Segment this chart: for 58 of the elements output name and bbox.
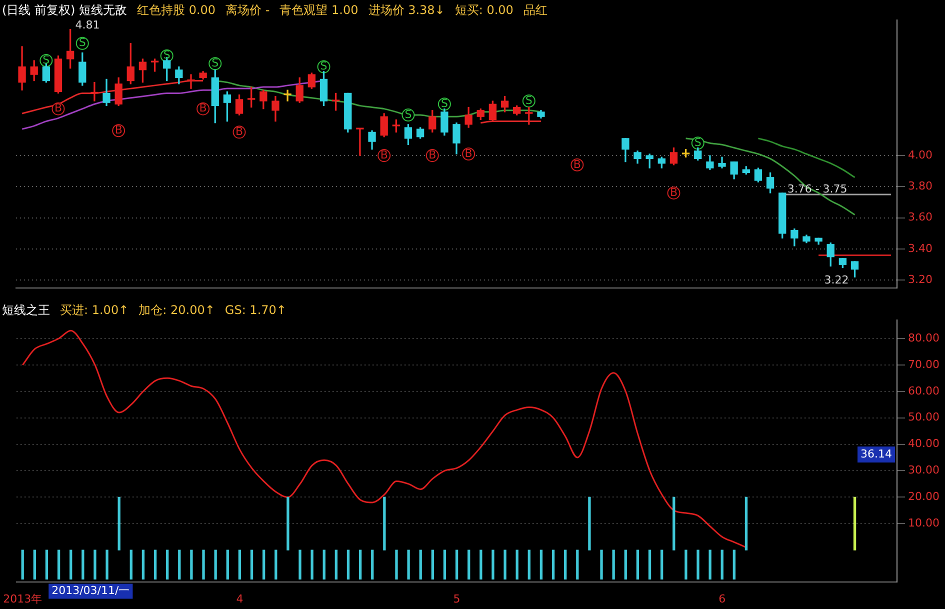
data-label: S [440,97,448,110]
y-tick-label: 30.00 [908,464,940,477]
text: 红色持股 0.00 [137,3,216,17]
y-tick-label: 80.00 [908,331,940,344]
data-label: S [694,136,702,149]
text: 离场价 - [226,3,270,17]
data-label: B [573,158,581,171]
data-label: S [42,53,50,66]
y-tick-label: 3.60 [908,210,932,224]
y-tick-label: 3.40 [908,242,932,255]
data-label: B [54,102,62,115]
x-axis-title: 2013/03/11/一 [52,584,130,598]
data-label: B [380,148,388,162]
y-tick-label: 60.00 [908,384,940,398]
x-tick-label: 4 [236,592,244,606]
data-label: S [525,94,532,107]
data-label: S [163,48,170,62]
candlestick [356,128,364,156]
text: 买进: 1.00↑ [60,303,129,317]
candlestick [150,58,159,72]
line-series [22,330,747,548]
y-tick-label: 40.00 [908,437,940,450]
data-label: B [114,123,122,136]
data-label: B [235,125,244,138]
candlestick [248,86,256,108]
data-label: B [199,102,207,115]
y-tick-label: 3.20 [908,273,932,286]
data-label: S [78,36,86,50]
candlestick [682,148,690,158]
text: GS: 1.70↑ [224,303,286,317]
annotation: 36.14 [860,447,892,460]
chart-title: (日线 前复权) 短线无敌 [2,3,127,17]
data-label: S [212,56,219,70]
data-label: B [670,186,678,199]
data-label: S [320,60,328,73]
text: 加仓: 20.00↑ [138,303,215,317]
text: 品红 [523,3,548,17]
y-tick-label: 20.00 [908,490,940,504]
y-tick-label: 3.80 [908,180,932,193]
data-label: B [464,146,472,160]
line-series [757,138,856,178]
y-tick-label: 70.00 [908,358,940,371]
x-tick-label: 6 [718,592,726,606]
y-tick-label: 4.00 [908,148,932,162]
text: 3.22 [824,273,849,286]
chart-title: 短线之王 [2,303,50,317]
text: 4.81 [75,18,100,32]
text: 短买: 0.00 [454,3,514,17]
y-tick-label: 50.00 [908,410,940,424]
text: 3.76 - 3.75 [787,182,848,196]
text: 青色观望 1.00 [280,3,358,17]
data-label: S [404,108,412,121]
y-tick-label: 10.00 [908,516,940,530]
text: 进场价 3.38↓ [368,3,445,17]
x-tick-label: 2013年 [3,592,42,606]
x-tick-label: 5 [453,592,460,606]
data-label: B [428,148,436,162]
candlestick [392,119,400,133]
